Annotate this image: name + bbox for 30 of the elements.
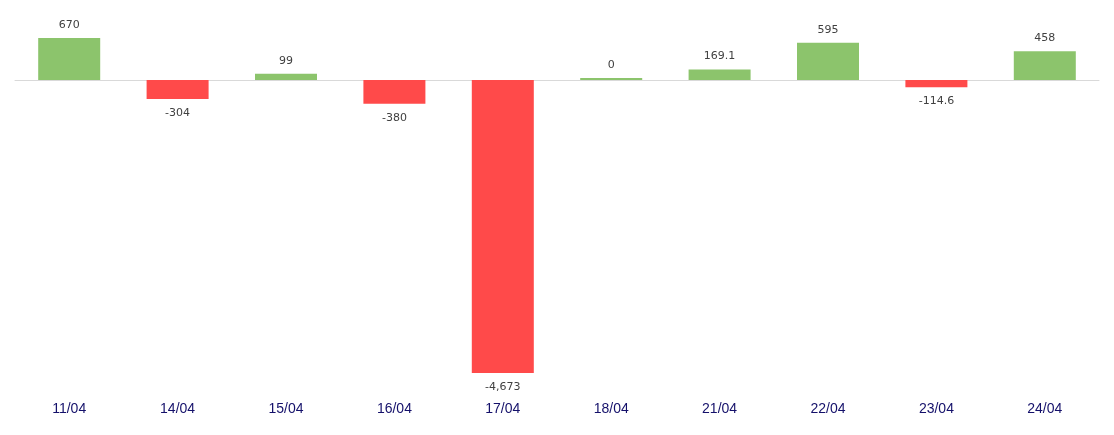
bar [146,80,209,100]
bar [905,80,968,88]
data-label: 169.1 [703,49,736,63]
data-label: 595 [817,22,839,36]
data-label: -380 [381,110,407,124]
data-label: 0 [607,58,615,72]
x-tick-label: 18/04 [593,400,629,416]
x-tick-label: 11/04 [52,400,87,416]
data-label: -4,673 [485,380,521,393]
x-tick-label: 15/04 [268,400,304,416]
x-tick-label: 22/04 [810,400,846,416]
bar [1013,51,1076,81]
x-tick-label: 21/04 [702,400,738,416]
data-label: 670 [58,18,80,31]
data-label: 458 [1034,31,1056,45]
data-label: 99 [279,53,293,67]
bar [471,80,534,373]
bar [688,69,751,81]
bar [255,73,317,81]
bar [797,42,859,81]
bar [38,38,101,81]
x-tick-label: 17/04 [485,400,521,416]
x-tick-label: 23/04 [918,400,955,416]
data-label: -114.6 [918,94,955,108]
data-label: -304 [165,106,191,120]
bar [363,80,426,104]
x-tick-label: 16/04 [376,400,413,416]
x-tick-label: 24/04 [1027,400,1063,416]
x-tick-label: 14/04 [160,400,196,416]
bar [580,78,643,81]
